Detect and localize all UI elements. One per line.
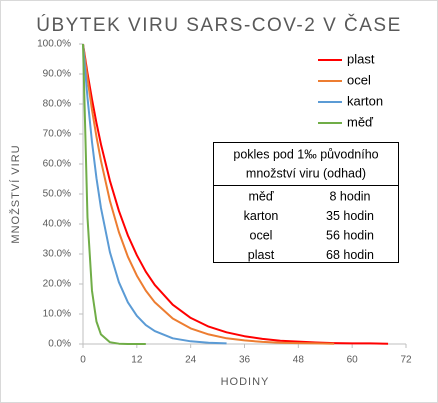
- series-line: [82, 43, 146, 345]
- table-cell: měď: [248, 189, 273, 203]
- y-tick-label: 0.0%: [48, 339, 71, 350]
- x-tick-label: 48: [293, 355, 305, 366]
- table-cell: 8 hodin: [329, 189, 370, 203]
- x-tick-label: 36: [239, 355, 251, 366]
- legend-label: ocel: [347, 72, 371, 87]
- y-tick-label: 20.0%: [43, 279, 71, 290]
- chart-title: ÚBYTEK VIRU SARS-COV-2 V ČASE: [36, 14, 402, 36]
- y-tick-label: 60.0%: [43, 159, 71, 170]
- x-tick-label: 24: [185, 355, 197, 366]
- table-cell: 35 hodin: [326, 209, 374, 223]
- series-line: [82, 43, 335, 345]
- table-cell: ocel: [250, 228, 273, 242]
- y-tick-label: 70.0%: [43, 129, 71, 140]
- legend-label: karton: [347, 93, 383, 108]
- x-tick-label: 0: [80, 355, 86, 366]
- table-box: [213, 142, 399, 263]
- y-tick-label: 10.0%: [43, 309, 71, 320]
- x-tick-label: 72: [400, 355, 412, 366]
- series-line: [82, 43, 227, 345]
- table-cell: 68 hodin: [326, 248, 374, 262]
- table-cell: karton: [244, 209, 279, 223]
- table-title: množství viru (odhad): [246, 166, 366, 180]
- y-tick-label: 100.0%: [37, 39, 71, 50]
- y-tick-label: 50.0%: [43, 189, 71, 200]
- x-tick-label: 60: [347, 355, 359, 366]
- y-tick-label: 40.0%: [43, 219, 71, 230]
- x-axis-label: HODINY: [221, 376, 270, 388]
- y-tick-label: 30.0%: [43, 249, 71, 260]
- legend-label: měď: [347, 114, 374, 129]
- table-cell: 56 hodin: [326, 228, 374, 242]
- y-tick-label: 80.0%: [43, 99, 71, 110]
- table-cell: plast: [248, 248, 275, 262]
- x-tick-label: 12: [131, 355, 143, 366]
- y-axis-label: MNOŽSTVÍ VIRU: [9, 144, 22, 243]
- legend-label: plast: [347, 51, 375, 66]
- y-tick-label: 90.0%: [43, 69, 71, 80]
- table-title: pokles pod 1‰ původního: [233, 147, 378, 161]
